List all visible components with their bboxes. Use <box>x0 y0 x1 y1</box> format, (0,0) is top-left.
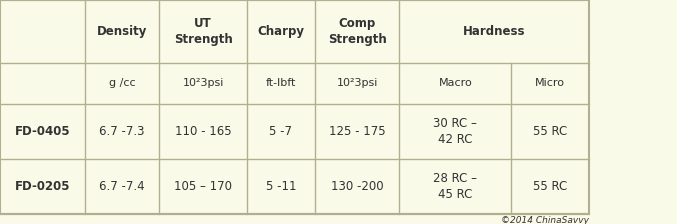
Bar <box>0 0 589 214</box>
Text: ©2014 ChinaSavvy: ©2014 ChinaSavvy <box>501 216 589 224</box>
Text: 105 – 170: 105 – 170 <box>174 180 232 193</box>
Text: 30 RC –
42 RC: 30 RC – 42 RC <box>433 117 477 146</box>
Text: 125 - 175: 125 - 175 <box>329 125 385 138</box>
Text: 55 RC: 55 RC <box>533 125 567 138</box>
Text: 55 RC: 55 RC <box>533 180 567 193</box>
Text: FD-0405: FD-0405 <box>14 125 70 138</box>
Text: 28 RC –
45 RC: 28 RC – 45 RC <box>433 172 477 201</box>
Text: Hardness: Hardness <box>463 25 525 38</box>
Text: UT
Strength: UT Strength <box>174 17 232 46</box>
Text: 10²3psi: 10²3psi <box>182 78 224 88</box>
Text: FD-0205: FD-0205 <box>15 180 70 193</box>
Text: Macro: Macro <box>439 78 472 88</box>
Text: 10²3psi: 10²3psi <box>336 78 378 88</box>
Text: Density: Density <box>97 25 147 38</box>
Text: 6.7 -7.4: 6.7 -7.4 <box>99 180 145 193</box>
Text: 5 -7: 5 -7 <box>269 125 292 138</box>
Text: 5 -11: 5 -11 <box>265 180 297 193</box>
Text: 110 - 165: 110 - 165 <box>175 125 232 138</box>
Text: Micro: Micro <box>535 78 565 88</box>
Text: 130 -200: 130 -200 <box>331 180 383 193</box>
Text: ft-lbft: ft-lbft <box>266 78 296 88</box>
Text: Charpy: Charpy <box>257 25 305 38</box>
Text: 6.7 -7.3: 6.7 -7.3 <box>99 125 145 138</box>
Bar <box>0 0 589 214</box>
Text: Comp
Strength: Comp Strength <box>328 17 387 46</box>
Text: g /cc: g /cc <box>108 78 135 88</box>
